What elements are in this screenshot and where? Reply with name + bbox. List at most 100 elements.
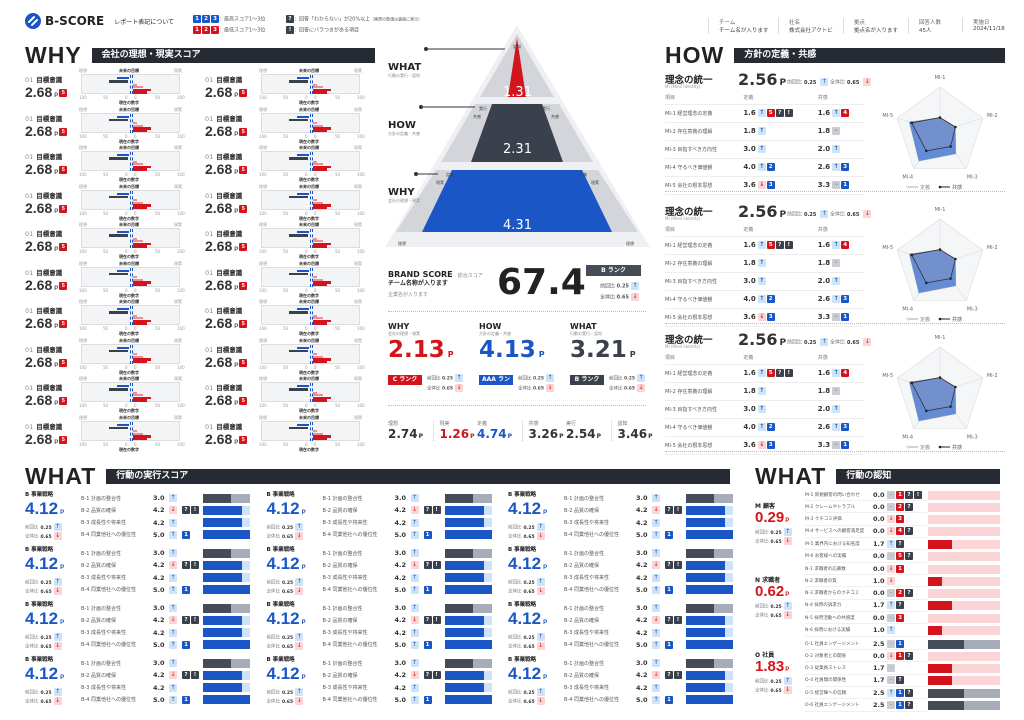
- arrow-down-icon: ↓: [169, 561, 177, 570]
- rank-badge: 4: [896, 527, 904, 536]
- part-sub: 行動の実行・認知: [570, 331, 602, 336]
- rank-badge: 5: [239, 243, 248, 252]
- label: 前回比: [518, 376, 532, 382]
- tier-corner-label: 共感: [551, 114, 559, 119]
- row-label: B-4 同業他社への優位性: [322, 587, 378, 594]
- how-row: MI-2 存在意義の理解 1.8 ↑ 1.8–: [665, 254, 865, 273]
- pyramid-how-fill: [471, 104, 563, 162]
- legend-item: ? ：回答「わからない」が20%以上（実際の数値は裏面に表示）: [285, 15, 422, 23]
- item-label: 目標意識: [36, 422, 63, 431]
- rank-badge: 1: [896, 688, 904, 697]
- real-bar: [132, 237, 138, 240]
- ideal-bar: [288, 272, 309, 276]
- all-value: 0.65: [441, 386, 454, 392]
- item-number: 01: [205, 153, 214, 161]
- tick-label: 50: [103, 326, 109, 331]
- item-score: 2.68: [25, 392, 53, 408]
- score-bar: [686, 505, 733, 515]
- ideal-bar: [108, 388, 129, 391]
- rank-badge: 5: [239, 358, 248, 367]
- tick-label: 0: [134, 95, 137, 100]
- arrow-up-icon: ↑: [169, 640, 177, 649]
- legend-badge: 3: [211, 15, 219, 23]
- real-bar: [312, 430, 318, 433]
- arrow-down-icon: ↓: [53, 697, 62, 705]
- label-ideal: 理想: [79, 222, 87, 227]
- row-label: B-2 品質の確保: [81, 507, 117, 514]
- label: 全体比: [266, 644, 281, 650]
- label-bottom: 現在の数字: [119, 292, 139, 298]
- row-label: M-2 クレームやトラブル: [805, 504, 856, 510]
- real-bar: [312, 124, 323, 127]
- score-bar: [444, 658, 492, 668]
- arrow-up-icon: ↑: [652, 695, 660, 704]
- label: 全体比: [25, 699, 39, 705]
- tick-label: 0: [125, 364, 128, 370]
- why-item: 01 目標意識 2.68 P 5 理想 未来の目標 現実 100 50 0 0 50 100 現…: [205, 376, 380, 414]
- label-top: 未来の目標: [299, 222, 319, 227]
- score-bar: [444, 683, 492, 693]
- tick-label: 0: [305, 172, 308, 177]
- arrow-up-icon: ↑: [757, 369, 766, 377]
- label-ideal: 理想: [259, 222, 267, 227]
- row-label: B-2 品質の確保: [564, 507, 600, 514]
- real-bar: [132, 353, 138, 356]
- score-bar: [928, 626, 1000, 635]
- tick-label: 0: [314, 172, 317, 177]
- label-ideal: 理想: [79, 337, 87, 343]
- block-title: B 事業戦略: [508, 657, 537, 663]
- ideal-real-chart: 理想 未来の目標 現実 100 50 0 0 50 100 現在の数字: [253, 145, 368, 182]
- item-label: 目標意識: [216, 153, 243, 161]
- rank-badge: 5: [59, 166, 68, 175]
- tick-label: 50: [335, 326, 341, 331]
- label-real: 現実: [354, 68, 362, 73]
- meta-3: 回答人数 45人: [908, 18, 941, 34]
- ideal-bar: [108, 80, 129, 83]
- all-value: 0.65: [846, 211, 860, 218]
- tick-label: 50: [335, 133, 341, 139]
- score-bar: [203, 628, 250, 638]
- rank-badge: 5: [766, 241, 775, 249]
- tick-label: 100: [177, 133, 185, 139]
- unit: P: [301, 675, 306, 681]
- part-rank-badge: C ランク: [388, 375, 422, 385]
- why-item: 01 目標意識 2.68 P 5 理想 未来の目標 現実 100 50 0 0 50 100 現…: [25, 338, 200, 376]
- ideal-bar: [108, 426, 129, 430]
- ideal-real-chart: 理想 未来の目標 現実 100 50 0 0 50 100 現在の数字: [73, 260, 188, 298]
- label-ideal: 理想: [259, 337, 267, 343]
- tier-sub: 会社の理想・現実: [388, 198, 420, 203]
- label-real: 現実: [174, 260, 182, 266]
- real-bar: [312, 435, 332, 438]
- unknown-badge: ?: [182, 671, 190, 680]
- all-value: 0.65: [282, 699, 294, 705]
- row-value: 4.2: [394, 683, 407, 692]
- arrow-up-icon: ↑: [536, 688, 545, 696]
- def-value: 1.6: [743, 109, 756, 117]
- row-label: MI-2 存在意義の理解: [665, 382, 744, 401]
- def-value: 3.0: [743, 145, 756, 153]
- row-label: B-1 計画の整合性: [564, 550, 605, 557]
- how-block: 理念の統一 MI (Mind Identity) 2.56 P 前回比 0.25 ↑ 全…: [665, 198, 1005, 327]
- label: 前回比: [508, 525, 522, 531]
- real-bar: [132, 204, 152, 207]
- flat-icon: –: [832, 313, 841, 321]
- ideal-bar: [108, 311, 129, 314]
- what-row: B-2 品質の確保 4.2 ↓?!: [564, 669, 684, 681]
- arrow-down-icon: ↓: [637, 384, 646, 392]
- recog-row: O-5 経営陣への信頼 2.5 ↑ 1?: [805, 687, 927, 700]
- tick-label: 50: [335, 441, 341, 447]
- rank-badge: 1: [841, 313, 850, 321]
- what-row: B-2 品質の確保 4.2 ↓?!: [564, 504, 684, 516]
- arrow-down-icon: ↓: [783, 686, 792, 694]
- item-number: 01: [25, 76, 34, 84]
- score-bar: [928, 589, 1000, 599]
- arrow-up-icon: ↑: [410, 585, 419, 594]
- arrow-up-icon: ↑: [757, 277, 766, 285]
- what-row: B-2 品質の確保 4.2 ↓?!: [564, 614, 684, 626]
- item-score: 2.68: [25, 122, 53, 139]
- arrow-up-icon: ↑: [832, 109, 841, 117]
- how-row: MI-1 経営理念の定義 1.6 ↑ 5?! 1.6 ↑ 4: [665, 364, 865, 383]
- row-value: 0.0: [873, 564, 885, 573]
- label-ideal: 理想: [259, 106, 267, 112]
- arrow-down-icon: ↓: [652, 561, 660, 570]
